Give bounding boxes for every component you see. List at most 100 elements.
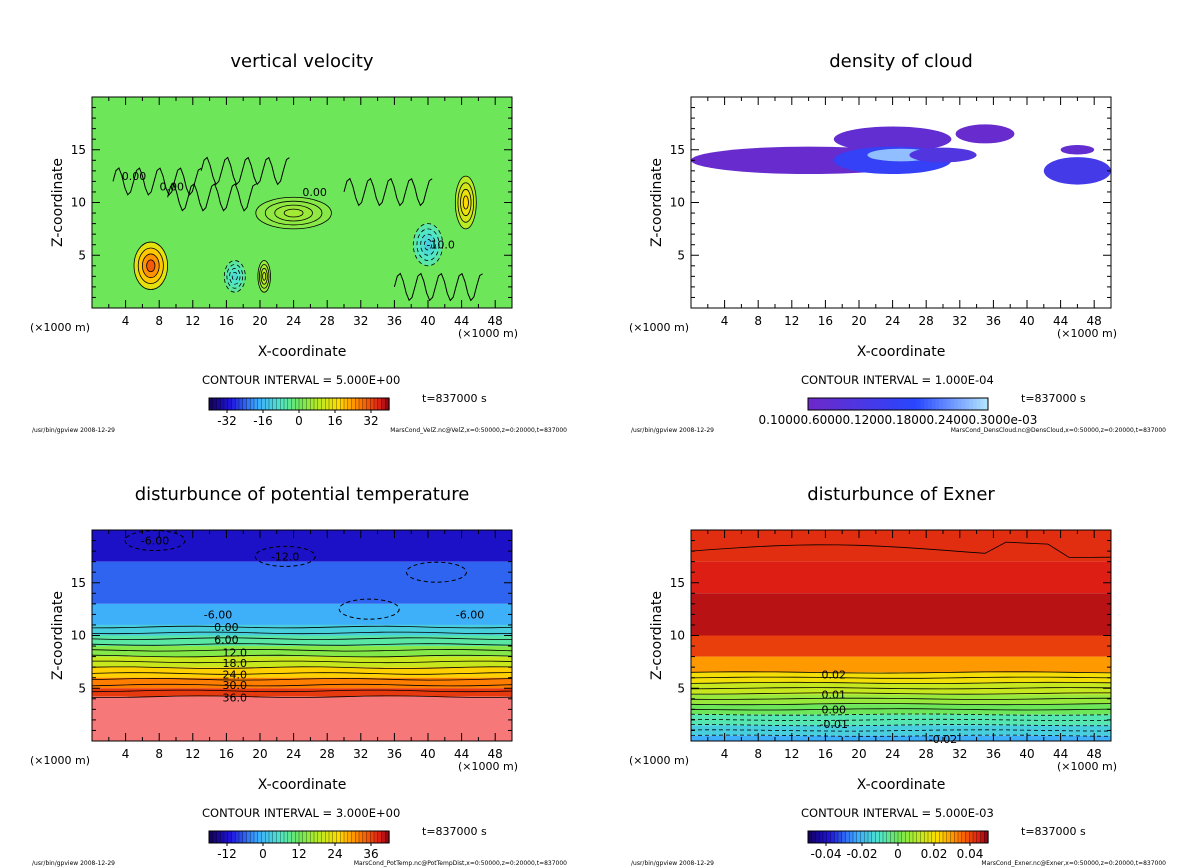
x-tick-label: 4 bbox=[122, 314, 130, 328]
colorbar-segment bbox=[898, 398, 903, 410]
colorbar-tick-label: 0 bbox=[295, 414, 303, 428]
footer-right: MarsCond_VelZ.nc@VelZ,x=0:50000,z=0:2000… bbox=[390, 427, 567, 434]
x-unit-left: (×1000 m) bbox=[629, 321, 689, 334]
x-tick-label: 36 bbox=[986, 314, 1001, 328]
x-tick-label: 48 bbox=[488, 747, 503, 761]
x-tick-label: 24 bbox=[286, 314, 301, 328]
temperature-band bbox=[92, 635, 512, 647]
x-tick-label: 32 bbox=[353, 314, 368, 328]
field-feature bbox=[462, 195, 469, 210]
colorbar-segment bbox=[838, 398, 843, 410]
x-tick-label: 48 bbox=[1087, 747, 1102, 761]
contour-line bbox=[92, 631, 512, 635]
x-tick-label: 40 bbox=[420, 314, 435, 328]
colorbar-segment bbox=[845, 398, 850, 410]
y-tick-label: 15 bbox=[670, 576, 685, 590]
contour-label: 0.00 bbox=[214, 621, 239, 634]
contour-line bbox=[691, 541, 1111, 558]
x-tick-label: 44 bbox=[1053, 314, 1068, 328]
colorbar-segment bbox=[894, 398, 899, 410]
y-tick-label: 10 bbox=[670, 196, 685, 210]
colorbar-frame bbox=[807, 397, 989, 411]
contour-line bbox=[92, 695, 512, 698]
temperature-band bbox=[92, 696, 512, 741]
x-tick-label: 12 bbox=[784, 314, 799, 328]
x-tick-label: 8 bbox=[155, 747, 163, 761]
x-tick-label: 44 bbox=[454, 747, 469, 761]
contour-label: 36.0 bbox=[223, 692, 248, 705]
x-tick-label: 12 bbox=[784, 747, 799, 761]
colorbar-tick-label: 0 bbox=[894, 847, 902, 861]
exner-band bbox=[691, 635, 1111, 657]
x-tick-label: 4 bbox=[721, 747, 729, 761]
colorbar-segment bbox=[961, 398, 966, 410]
x-tick-label: 12 bbox=[185, 314, 200, 328]
x-tick-label: 32 bbox=[353, 747, 368, 761]
x-tick-label: 40 bbox=[420, 747, 435, 761]
cloud-region bbox=[1060, 145, 1095, 155]
contour-line bbox=[691, 702, 1111, 706]
x-tick-label: 44 bbox=[454, 314, 469, 328]
x-tick-label: 8 bbox=[754, 314, 762, 328]
cloud-region bbox=[1043, 157, 1111, 185]
x-tick-label: 20 bbox=[851, 314, 866, 328]
x-tick-label: 16 bbox=[818, 314, 833, 328]
colorbar-segment bbox=[958, 398, 963, 410]
contour-line bbox=[691, 681, 1111, 685]
x-tick-label: 20 bbox=[851, 747, 866, 761]
x-tick-label: 20 bbox=[252, 314, 267, 328]
x-unit-right: (×1000 m) bbox=[458, 327, 518, 340]
colorbar-segment bbox=[841, 398, 846, 410]
contour-line bbox=[92, 643, 512, 646]
colorbar-segment bbox=[976, 398, 981, 410]
contour-label: -0.01 bbox=[820, 718, 848, 731]
field-feature bbox=[262, 271, 267, 281]
x-tick-label: 12 bbox=[185, 747, 200, 761]
x-tick-label: 20 bbox=[252, 747, 267, 761]
x-tick-label: 28 bbox=[919, 747, 934, 761]
colorbar-segment bbox=[860, 398, 865, 410]
y-tick-label: 5 bbox=[677, 681, 685, 695]
colorbar: -32 -16 0 16 32 bbox=[208, 397, 390, 428]
x-unit-left: (×1000 m) bbox=[30, 754, 90, 767]
x-tick-label: 36 bbox=[986, 747, 1001, 761]
colorbar-segment bbox=[864, 398, 869, 410]
colorbar-tick-label: 24 bbox=[327, 847, 342, 861]
footer-left: /usr/bin/gpview 2008-12-29 bbox=[32, 860, 115, 867]
colorbar-tick-label: 0.10000.60000.12000.18000.24000.3000e-03 bbox=[759, 413, 1038, 427]
exner-band bbox=[691, 656, 1111, 673]
contour-line bbox=[92, 648, 512, 652]
colorbar-tick-label: 32 bbox=[363, 414, 378, 428]
colorbar-tick-label: -16 bbox=[253, 414, 273, 428]
y-tick-label: 5 bbox=[78, 248, 86, 262]
footer-left: /usr/bin/gpview 2008-12-29 bbox=[631, 860, 714, 867]
contour-interval: CONTOUR INTERVAL = 3.000E+00 bbox=[202, 806, 400, 820]
temperature-band bbox=[92, 656, 512, 668]
y-tick-label: 15 bbox=[71, 576, 86, 590]
contour-line bbox=[691, 692, 1111, 695]
colorbar-tick-label: -32 bbox=[217, 414, 237, 428]
colorbar: 0.10000.60000.12000.18000.24000.3000e-03 bbox=[759, 397, 1038, 427]
colorbar-segment bbox=[834, 398, 839, 410]
contour-line bbox=[92, 672, 512, 675]
colorbar-tick-label: -0.04 bbox=[810, 847, 841, 861]
contour-label: 0.00 bbox=[160, 181, 185, 194]
time-label: t=837000 s bbox=[422, 392, 487, 405]
exner-band bbox=[691, 593, 1111, 636]
temperature-band bbox=[92, 561, 512, 604]
contour-line bbox=[92, 637, 512, 640]
x-unit-left: (×1000 m) bbox=[629, 754, 689, 767]
exner-band bbox=[691, 530, 1111, 562]
colorbar-segment bbox=[868, 398, 873, 410]
colorbar-segment bbox=[954, 398, 959, 410]
x-tick-label: 32 bbox=[952, 747, 967, 761]
time-label: t=837000 s bbox=[1021, 392, 1086, 405]
colorbar-segment bbox=[973, 398, 978, 410]
x-tick-label: 40 bbox=[1019, 314, 1034, 328]
exner-band bbox=[691, 735, 1111, 741]
contour-label: -10.0 bbox=[426, 239, 454, 252]
colorbar-tick-label: 12 bbox=[291, 847, 306, 861]
colorbar-segment bbox=[913, 398, 918, 410]
x-tick-label: 16 bbox=[219, 747, 234, 761]
